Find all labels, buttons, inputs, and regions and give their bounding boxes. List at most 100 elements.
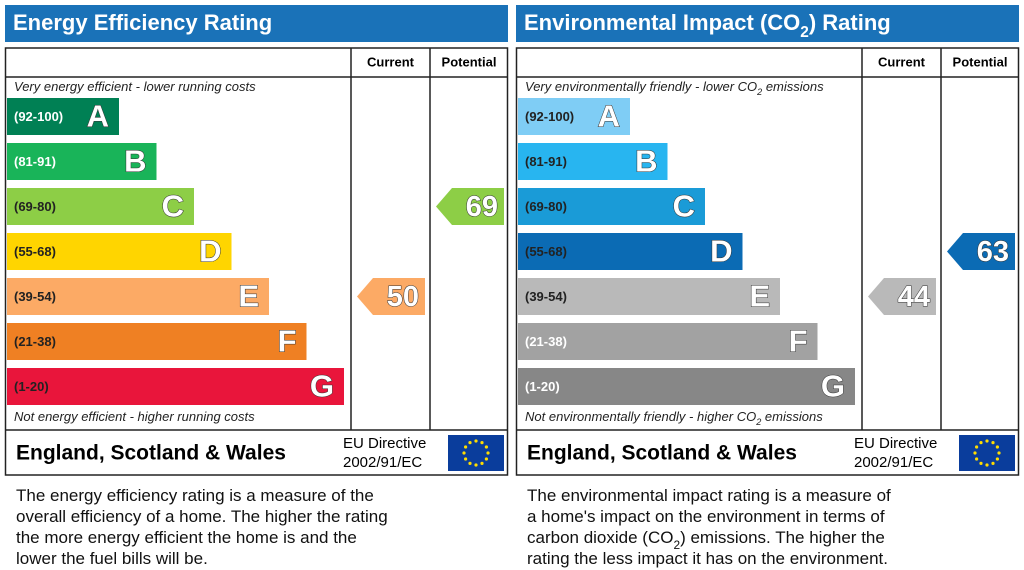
description-line-part: overall efficiency of a home. The higher… (16, 507, 388, 526)
rating-band (7, 323, 307, 360)
footer-code: 2002/91/EC (343, 454, 422, 471)
panel-title-part: 2 (800, 24, 809, 41)
band-range: (92-100) (525, 109, 574, 124)
panel-title-part: ) Rating (809, 10, 891, 35)
top-note: Very environmentally friendly - lower CO… (525, 79, 824, 97)
eu-star (474, 439, 478, 443)
description-line: The environmental impact rating is a mea… (527, 486, 891, 505)
band-range: (81-91) (14, 154, 56, 169)
footer-directive: EU Directive (343, 435, 426, 452)
description-line: The energy efficiency rating is a measur… (16, 486, 374, 505)
panel-title: Energy Efficiency Rating (13, 10, 272, 35)
rating-band (518, 323, 818, 360)
current-arrow (357, 278, 425, 315)
band-letter: D (199, 234, 221, 269)
top-note-part: emissions (762, 79, 824, 94)
eu-star (484, 445, 488, 449)
bottom-note-part: Not energy efficient - higher running co… (14, 409, 255, 424)
description-line: lower the fuel bills will be. (16, 549, 208, 568)
potential-value: 63 (977, 236, 1009, 268)
eu-star (480, 461, 484, 465)
eu-star (985, 463, 989, 467)
current-value: 44 (898, 281, 930, 313)
description-line: rating the less impact it has on the env… (527, 549, 888, 568)
eu-star (991, 441, 995, 445)
band-letter: A (87, 99, 109, 134)
eu-star (468, 441, 472, 445)
band-range: (92-100) (14, 109, 63, 124)
eu-star (973, 451, 977, 455)
eu-star (975, 445, 979, 449)
panel: Environmental Impact (CO2) RatingCurrent… (515, 5, 1020, 568)
top-note: Very energy efficient - lower running co… (14, 79, 256, 94)
band-range: (1-20) (525, 379, 560, 394)
description-line-part: 2 (673, 538, 680, 552)
rating-band (7, 233, 232, 270)
description-line-part: a home's impact on the environment in te… (527, 507, 885, 526)
footer-directive: EU Directive (854, 435, 937, 452)
title-bar (516, 5, 1019, 42)
column-header: Potential (442, 54, 497, 69)
band-range: (55-68) (14, 244, 56, 259)
eu-star (462, 451, 466, 455)
top-note-part: 2 (756, 87, 762, 97)
bottom-note-part: Not environmentally friendly - higher CO (525, 409, 756, 424)
column-header: Current (878, 54, 926, 69)
current-value: 50 (387, 281, 419, 313)
eu-star (975, 457, 979, 461)
description-line-part: the more energy efficient the home is an… (16, 528, 357, 547)
band-letter: F (789, 324, 808, 359)
band-letter: F (278, 324, 297, 359)
eu-star (979, 441, 983, 445)
panel: Energy Efficiency Rating Current Potential… (4, 5, 509, 568)
eu-star (486, 451, 490, 455)
frame (515, 47, 1020, 476)
rating-band (7, 188, 194, 225)
rating-band (518, 233, 743, 270)
band-range: (55-68) (525, 244, 567, 259)
frame (4, 47, 509, 476)
rating-band (518, 143, 668, 180)
description-line-part: lower the fuel bills will be. (16, 549, 208, 568)
eu-star (464, 445, 468, 449)
description-line: carbon dioxide (CO2) emissions. The high… (527, 528, 885, 552)
band-letter: C (673, 189, 695, 224)
rating-band (7, 368, 344, 405)
eu-star (995, 457, 999, 461)
panel-title: Environmental Impact (CO2) Rating (524, 10, 891, 41)
bottom-note-part: 2 (755, 417, 761, 427)
bottom-note-part: emissions (761, 409, 823, 424)
column-header: Potential (953, 54, 1008, 69)
rating-band (518, 368, 855, 405)
band-letter: B (635, 144, 657, 179)
rating-band (518, 278, 780, 315)
rating-band (518, 188, 705, 225)
description-line-part: The energy efficiency rating is a measur… (16, 486, 374, 505)
bottom-note: Not energy efficient - higher running co… (14, 409, 255, 424)
bottom-note: Not environmentally friendly - higher CO… (525, 409, 823, 427)
band-letter: G (310, 369, 334, 404)
description-line-part: The environmental impact rating is a mea… (527, 486, 891, 505)
top-note-part: Very energy efficient - lower running co… (14, 79, 256, 94)
description-line: overall efficiency of a home. The higher… (16, 507, 388, 526)
eu-star (480, 441, 484, 445)
current-arrow (868, 278, 936, 315)
band-letter: E (238, 279, 259, 314)
eu-star (484, 457, 488, 461)
footer-region: England, Scotland & Wales (16, 442, 286, 465)
panel-title-part: Environmental Impact (CO (524, 10, 800, 35)
band-range: (69-80) (525, 199, 567, 214)
band-letter: E (749, 279, 770, 314)
band-range: (81-91) (525, 154, 567, 169)
eu-star (979, 461, 983, 465)
band-letter: G (821, 369, 845, 404)
panel-title-part: Energy Efficiency Rating (13, 10, 272, 35)
eu-star (985, 439, 989, 443)
rating-band (518, 98, 630, 135)
description-line: the more energy efficient the home is an… (16, 528, 357, 547)
description-line-part: carbon dioxide (CO (527, 528, 673, 547)
band-letter: C (162, 189, 184, 224)
potential-value: 69 (466, 191, 498, 223)
title-bar (5, 5, 508, 42)
